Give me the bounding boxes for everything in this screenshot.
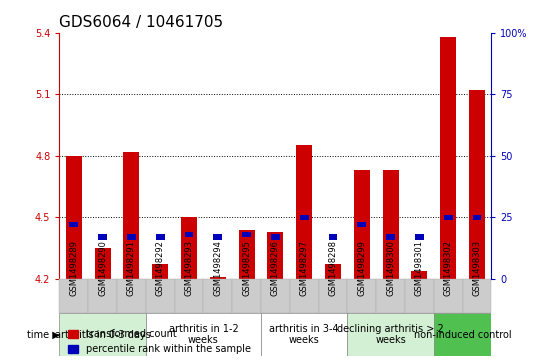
Text: GSM1498289: GSM1498289 <box>69 240 78 296</box>
Text: arthritis in 3-4
weeks: arthritis in 3-4 weeks <box>269 324 339 345</box>
Text: GSM1498296: GSM1498296 <box>271 240 280 296</box>
Text: GSM1498301: GSM1498301 <box>415 240 424 296</box>
Legend: transformed count, percentile rank within the sample: transformed count, percentile rank withi… <box>64 326 254 358</box>
Text: GSM1498299: GSM1498299 <box>357 240 366 296</box>
Bar <box>329 234 338 240</box>
Text: GSM1498298: GSM1498298 <box>328 240 338 296</box>
Bar <box>98 234 107 240</box>
Bar <box>156 234 165 240</box>
Bar <box>146 313 261 356</box>
Text: GSM1498295: GSM1498295 <box>242 240 251 296</box>
Bar <box>242 232 251 237</box>
Text: GSM1498293: GSM1498293 <box>185 240 193 296</box>
Text: declining arthritis > 2
weeks: declining arthritis > 2 weeks <box>337 324 444 345</box>
Bar <box>383 170 399 279</box>
Bar <box>415 234 424 240</box>
Bar <box>239 229 254 279</box>
Bar <box>204 279 232 313</box>
Text: arthritis in 0-3 days: arthritis in 0-3 days <box>55 330 151 340</box>
Text: non-induced control: non-induced control <box>414 330 511 340</box>
Text: GSM1498291: GSM1498291 <box>127 240 136 296</box>
Bar <box>271 234 280 240</box>
Bar <box>296 146 312 279</box>
Bar <box>376 279 405 313</box>
Bar <box>444 215 453 220</box>
Text: GSM1498302: GSM1498302 <box>444 240 453 296</box>
Text: arthritis in 1-2
weeks: arthritis in 1-2 weeks <box>168 324 238 345</box>
Bar <box>66 156 82 279</box>
Bar <box>59 279 88 313</box>
Bar <box>325 265 341 279</box>
Bar <box>405 279 434 313</box>
Bar <box>261 313 347 356</box>
Bar <box>386 234 395 240</box>
Bar <box>463 279 491 313</box>
Text: GSM1498290: GSM1498290 <box>98 240 107 296</box>
Bar <box>354 170 370 279</box>
Bar <box>94 248 111 279</box>
Text: time ▶: time ▶ <box>26 330 59 340</box>
Bar <box>59 313 146 356</box>
Bar <box>357 222 366 227</box>
Bar <box>127 234 136 240</box>
Bar <box>152 265 168 279</box>
Bar <box>117 279 146 313</box>
Bar <box>434 313 491 356</box>
Bar <box>261 279 290 313</box>
Bar <box>469 90 485 279</box>
Bar <box>440 37 456 279</box>
Bar <box>411 270 427 279</box>
Bar <box>174 279 204 313</box>
Bar <box>347 313 434 356</box>
Bar <box>290 279 319 313</box>
Bar <box>300 215 308 220</box>
Bar <box>319 279 347 313</box>
Bar <box>472 215 481 220</box>
Bar <box>213 234 222 240</box>
Text: GSM1498303: GSM1498303 <box>472 240 482 296</box>
Bar <box>267 232 284 279</box>
Bar <box>146 279 174 313</box>
Bar <box>232 279 261 313</box>
Text: GSM1498297: GSM1498297 <box>300 240 309 296</box>
Bar <box>70 222 78 227</box>
Bar <box>88 279 117 313</box>
Bar <box>434 279 463 313</box>
Text: GDS6064 / 10461705: GDS6064 / 10461705 <box>59 15 224 30</box>
Bar <box>347 279 376 313</box>
Text: GSM1498300: GSM1498300 <box>386 240 395 296</box>
Bar <box>185 232 193 237</box>
Bar <box>210 277 226 279</box>
Bar <box>124 152 139 279</box>
Text: GSM1498292: GSM1498292 <box>156 240 165 296</box>
Text: GSM1498294: GSM1498294 <box>213 240 222 296</box>
Bar <box>181 217 197 279</box>
